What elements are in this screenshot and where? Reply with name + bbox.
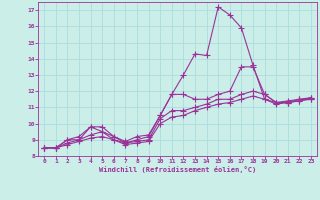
- X-axis label: Windchill (Refroidissement éolien,°C): Windchill (Refroidissement éolien,°C): [99, 166, 256, 173]
